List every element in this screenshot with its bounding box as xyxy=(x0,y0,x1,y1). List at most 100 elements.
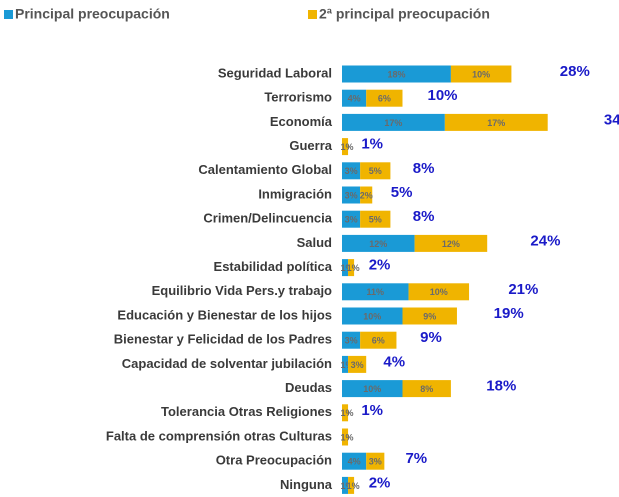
segment-label: 17% xyxy=(384,118,402,128)
segment-label: 1% xyxy=(341,432,354,442)
segment-label: 1% xyxy=(341,408,354,418)
bar-segment xyxy=(348,476,355,494)
bar-segment xyxy=(342,380,403,398)
total-label: 19% xyxy=(494,305,524,322)
bar-segment xyxy=(342,283,409,301)
legend-label: Principal preocupación xyxy=(15,6,170,22)
segment-label: 11% xyxy=(367,287,385,297)
total-label: 5% xyxy=(391,184,413,201)
segment-label: 3% xyxy=(351,360,364,370)
segment-label: 5% xyxy=(369,166,382,176)
bar-segment xyxy=(360,210,391,228)
category-label: Capacidad de solventar jubilación xyxy=(122,356,332,371)
segment-label: 6% xyxy=(378,94,391,104)
segment-label: 17% xyxy=(487,118,505,128)
category-label: Salud xyxy=(297,235,332,250)
segment-label: 1% xyxy=(341,481,354,491)
bar-segment xyxy=(342,428,349,446)
total-label: 4% xyxy=(383,353,405,370)
bar-segment xyxy=(342,331,361,349)
segment-label: 3% xyxy=(345,190,358,200)
segment-label: 12% xyxy=(369,239,387,249)
segment-label: 10% xyxy=(430,287,448,297)
bar-segment xyxy=(342,452,367,470)
segment-label: 10% xyxy=(472,69,490,79)
segment-label: 1% xyxy=(347,263,360,273)
total-label: 10% xyxy=(428,87,458,104)
total-label: 2% xyxy=(369,474,391,491)
total-label: 34% xyxy=(604,111,619,128)
segment-label: 5% xyxy=(369,215,382,225)
bar-segment xyxy=(402,380,451,398)
category-label: Falta de comprensión otras Culturas xyxy=(106,428,332,443)
category-label: Equilibrio Vida Pers.y trabajo xyxy=(152,283,332,298)
bar-segment xyxy=(342,186,361,204)
total-label: 1% xyxy=(361,402,383,419)
bar-segment xyxy=(360,186,373,204)
segment-label: 3% xyxy=(345,336,358,346)
segment-label: 3% xyxy=(345,215,358,225)
category-label: Tolerancia Otras Religiones xyxy=(161,404,332,419)
category-label: Estabilidad política xyxy=(214,259,333,274)
total-label: 21% xyxy=(508,281,538,298)
bar-segment xyxy=(342,259,349,277)
legend-label: 2ª principal preocupación xyxy=(319,6,490,22)
bar-segment xyxy=(360,331,397,349)
category-label: Economía xyxy=(270,114,333,129)
bar-segment xyxy=(342,355,349,373)
bar-segment xyxy=(342,89,367,107)
legend-swatch xyxy=(308,10,317,19)
total-label: 8% xyxy=(413,160,435,177)
bar-segment xyxy=(360,162,391,180)
total-label: 9% xyxy=(420,329,442,346)
total-label: 18% xyxy=(486,378,516,395)
bar-segment xyxy=(402,307,457,325)
segment-label: 12% xyxy=(442,239,460,249)
bar-segment xyxy=(348,259,355,277)
total-label: 7% xyxy=(405,450,427,467)
bar-segment xyxy=(342,404,349,422)
bar-segment xyxy=(366,452,385,470)
category-label: Crimen/Delincuencia xyxy=(203,211,332,226)
bar-segment xyxy=(450,65,512,83)
category-label: Bienestar y Felicidad de los Padres xyxy=(114,332,332,347)
segment-label: 1% xyxy=(341,142,354,152)
bar-segment xyxy=(342,113,445,131)
bar-segment xyxy=(342,210,361,228)
segment-label: 8% xyxy=(420,384,433,394)
bar-segment xyxy=(342,307,403,325)
category-label: Guerra xyxy=(289,138,332,153)
segment-label: 4% xyxy=(348,457,361,467)
category-label: Calentamiento Global xyxy=(198,162,332,177)
total-label: 28% xyxy=(560,63,590,80)
total-label: 1% xyxy=(361,136,383,153)
segment-label: 18% xyxy=(387,69,405,79)
total-label: 24% xyxy=(530,232,560,249)
total-label: 8% xyxy=(413,208,435,225)
segment-label: 2% xyxy=(360,190,373,200)
bar-segment xyxy=(342,138,349,156)
bar-segment xyxy=(342,476,349,494)
segment-label: 1% xyxy=(341,263,354,273)
bar-segment xyxy=(342,65,451,83)
category-label: Seguridad Laboral xyxy=(218,65,332,80)
category-label: Deudas xyxy=(285,380,332,395)
bar-segment xyxy=(408,283,470,301)
segment-label: 1% xyxy=(347,481,360,491)
bar-segment xyxy=(444,113,548,131)
segment-label: 6% xyxy=(372,336,385,346)
bar-segment xyxy=(342,234,415,252)
total-label: 2% xyxy=(369,257,391,274)
bar-segment xyxy=(366,89,403,107)
bar-segment xyxy=(348,355,367,373)
bar-segment xyxy=(342,162,361,180)
category-label: Otra Preocupación xyxy=(216,453,332,468)
category-label: Inmigración xyxy=(258,186,332,201)
category-label: Ninguna xyxy=(280,477,333,492)
category-label: Educación y Bienestar de los hijos xyxy=(117,307,332,322)
segment-label: 1% xyxy=(341,360,354,370)
segment-label: 4% xyxy=(348,94,361,104)
segment-label: 9% xyxy=(423,311,436,321)
segment-label: 3% xyxy=(345,166,358,176)
